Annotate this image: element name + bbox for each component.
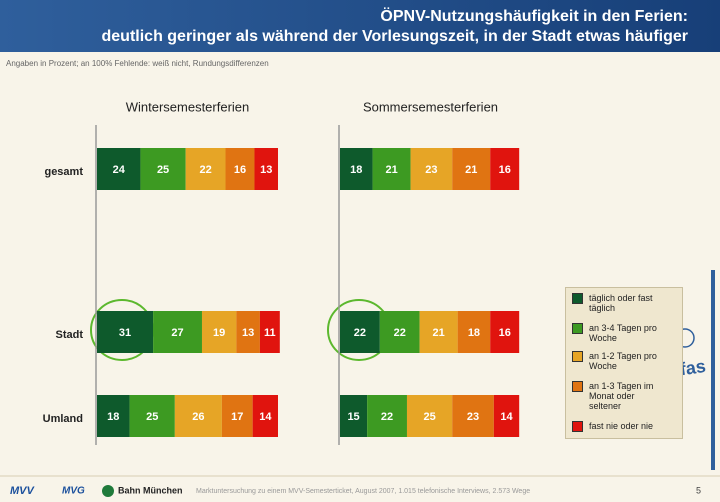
bar-segment bbox=[367, 395, 407, 437]
value-label: 18 bbox=[468, 327, 480, 339]
value-label: 22 bbox=[394, 327, 406, 339]
bar-segment bbox=[185, 148, 226, 190]
legend: täglich oder fast täglich an 3-4 Tagen pr… bbox=[565, 287, 683, 439]
bar-segment bbox=[490, 311, 520, 353]
value-label: 31 bbox=[119, 327, 131, 339]
legend-item: an 1-2 Tagen pro Woche bbox=[572, 351, 669, 371]
bar-segment bbox=[153, 311, 202, 353]
legend-swatch bbox=[572, 323, 583, 334]
value-label: 16 bbox=[499, 327, 511, 339]
value-label: 18 bbox=[107, 411, 119, 423]
bar-segment bbox=[493, 395, 520, 437]
bar-segment bbox=[97, 311, 154, 353]
value-label: 25 bbox=[157, 164, 169, 176]
bar-segment bbox=[221, 395, 253, 437]
value-label: 18 bbox=[350, 164, 362, 176]
footer: Marktuntersuchung zu einem MVV-Semestert… bbox=[196, 488, 530, 495]
value-label: 13 bbox=[242, 327, 254, 339]
bar-segment bbox=[236, 311, 260, 353]
bar-segment bbox=[259, 311, 280, 353]
value-label: 25 bbox=[146, 411, 158, 423]
value-label: 15 bbox=[347, 411, 359, 423]
value-label: 11 bbox=[264, 327, 276, 339]
bar-segment bbox=[379, 311, 420, 353]
legend-label: an 1-3 Tagen im Monat oder seltener bbox=[589, 381, 654, 411]
bar-segment bbox=[129, 395, 175, 437]
bar-segment bbox=[419, 311, 458, 353]
legend-item: an 3-4 Tagen pro Woche bbox=[572, 323, 669, 343]
bar-segment bbox=[406, 395, 453, 437]
category-label: gesamt bbox=[44, 166, 83, 178]
bar-segment bbox=[254, 148, 278, 190]
value-label: 25 bbox=[423, 411, 435, 423]
logo: MVG bbox=[62, 486, 85, 497]
panel-title: Wintersemesterferien bbox=[126, 99, 250, 114]
header-band bbox=[0, 0, 720, 52]
value-label: 14 bbox=[259, 411, 272, 423]
category-label: Stadt bbox=[56, 329, 84, 341]
bar-segment bbox=[490, 148, 520, 190]
category-label: Umland bbox=[43, 413, 83, 425]
bar-segment bbox=[225, 148, 255, 190]
bar-segment bbox=[340, 395, 368, 437]
value-label: 14 bbox=[500, 411, 513, 423]
value-label: 21 bbox=[465, 164, 477, 176]
page-number: 5 bbox=[696, 485, 701, 495]
title-line: ÖPNV-Nutzungshäufigkeit in den Ferien: bbox=[380, 6, 688, 25]
legend-label: an 1-2 Tagen pro Woche bbox=[589, 351, 657, 371]
value-label: 21 bbox=[385, 164, 397, 176]
bar-segment bbox=[340, 311, 380, 353]
value-label: 24 bbox=[113, 164, 126, 176]
bar-segment bbox=[97, 395, 130, 437]
bar-segment bbox=[372, 148, 411, 190]
value-label: 16 bbox=[499, 164, 511, 176]
bar-segment bbox=[201, 311, 237, 353]
bar-segment bbox=[140, 148, 186, 190]
value-label: 26 bbox=[192, 411, 204, 423]
bar-segment bbox=[340, 148, 373, 190]
value-label: 16 bbox=[234, 164, 246, 176]
legend-swatch bbox=[572, 293, 583, 304]
value-label: 27 bbox=[171, 327, 183, 339]
bar-segment bbox=[252, 395, 278, 437]
side-stripe bbox=[711, 270, 715, 470]
bar-segment bbox=[452, 148, 491, 190]
value-label: 23 bbox=[425, 164, 437, 176]
bar-segment bbox=[457, 311, 491, 353]
legend-item: fast nie oder nie bbox=[572, 421, 669, 432]
bar-segment bbox=[410, 148, 453, 190]
panel-title: Sommersemesterferien bbox=[363, 99, 498, 114]
value-label: 21 bbox=[433, 327, 445, 339]
legend-swatch bbox=[572, 421, 583, 432]
legend-label: fast nie oder nie bbox=[589, 421, 654, 431]
bar-segment bbox=[97, 148, 141, 190]
logo-mark bbox=[102, 485, 114, 497]
legend-label: an 3-4 Tagen pro Woche bbox=[589, 323, 657, 343]
legend-swatch bbox=[572, 381, 583, 392]
value-label: 19 bbox=[213, 327, 225, 339]
legend-item: an 1-3 Tagen im Monat oder seltener bbox=[572, 381, 669, 411]
title-line: deutlich geringer als während der Vorles… bbox=[102, 28, 689, 45]
legend-swatch bbox=[572, 351, 583, 362]
value-label: 22 bbox=[199, 164, 211, 176]
note: Angaben in Prozent; an 100% Fehlende: we… bbox=[6, 59, 269, 68]
logo: MVV bbox=[10, 485, 36, 497]
value-label: 22 bbox=[354, 327, 366, 339]
legend-label: täglich oder fast täglich bbox=[589, 293, 653, 313]
value-label: 17 bbox=[231, 411, 243, 423]
value-label: 23 bbox=[467, 411, 479, 423]
logo: Bahn München bbox=[118, 485, 183, 495]
value-label: 13 bbox=[260, 164, 272, 176]
bar-segment bbox=[174, 395, 222, 437]
legend-item: täglich oder fast täglich bbox=[572, 293, 669, 313]
bar-segment bbox=[452, 395, 494, 437]
value-label: 22 bbox=[381, 411, 393, 423]
